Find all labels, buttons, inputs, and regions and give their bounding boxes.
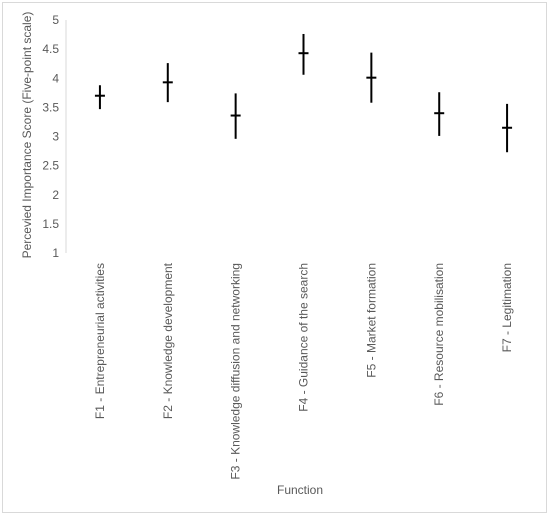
x-tick-label: F6 - Resource mobilisation [432, 263, 446, 406]
y-tick-label: 1 [52, 246, 59, 260]
x-tick-label: F1 - Entrepreneurial activities [93, 263, 107, 419]
y-tick-label: 2.5 [42, 159, 59, 173]
y-tick-label: 2 [52, 188, 59, 202]
x-tick-label: F3 - Knowledge diffusion and networking [229, 263, 243, 480]
x-tick-labels: F1 - Entrepreneurial activities F2 - Know… [93, 262, 514, 479]
x-axis-title: Function [277, 483, 323, 497]
y-tick-labels: 1 1.5 2 2.5 3 3.5 4 4.5 5 [42, 13, 59, 260]
y-tick-label: 1.5 [42, 217, 59, 231]
y-tick-label: 5 [52, 13, 59, 27]
y-tick-label: 3 [52, 130, 59, 144]
y-tick-label: 4.5 [42, 42, 59, 56]
x-tick-label: F2 - Knowledge development [161, 262, 175, 419]
x-tick-label: F4 - Guidance of the search [297, 263, 311, 412]
y-axis-title: Percevied Importance Score (Five-point s… [20, 12, 34, 259]
error-bars [94, 33, 513, 153]
x-tick-label: F5 - Market formation [364, 263, 378, 378]
x-tick-label: F7 - Legitimation [500, 263, 514, 352]
error-bar-chart: Percevied Importance Score (Five-point s… [20, 12, 514, 497]
y-tick-label: 4 [52, 71, 59, 85]
y-tick-label: 3.5 [42, 100, 59, 114]
